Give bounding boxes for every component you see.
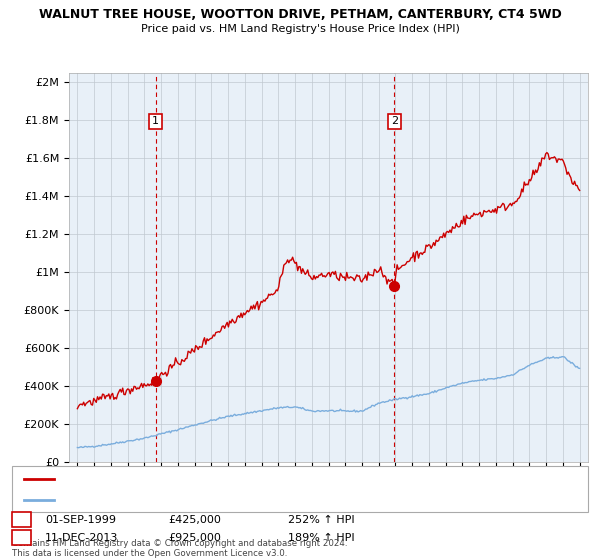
Text: 2: 2	[18, 533, 25, 543]
Text: 01-SEP-1999: 01-SEP-1999	[45, 515, 116, 525]
Text: WALNUT TREE HOUSE, WOOTTON DRIVE, PETHAM, CANTERBURY, CT4 5WD (detached h: WALNUT TREE HOUSE, WOOTTON DRIVE, PETHAM…	[66, 474, 497, 484]
Text: WALNUT TREE HOUSE, WOOTTON DRIVE, PETHAM, CANTERBURY, CT4 5WD: WALNUT TREE HOUSE, WOOTTON DRIVE, PETHAM…	[38, 8, 562, 21]
Text: Contains HM Land Registry data © Crown copyright and database right 2024.
This d: Contains HM Land Registry data © Crown c…	[12, 539, 347, 558]
Text: £925,000: £925,000	[168, 533, 221, 543]
Text: 252% ↑ HPI: 252% ↑ HPI	[288, 515, 355, 525]
Text: HPI: Average price, detached house, Canterbury: HPI: Average price, detached house, Cant…	[66, 494, 302, 505]
Text: Price paid vs. HM Land Registry's House Price Index (HPI): Price paid vs. HM Land Registry's House …	[140, 24, 460, 34]
Text: 1: 1	[152, 116, 159, 127]
Text: 1: 1	[18, 515, 25, 525]
Text: £425,000: £425,000	[168, 515, 221, 525]
Text: 189% ↑ HPI: 189% ↑ HPI	[288, 533, 355, 543]
Text: 2: 2	[391, 116, 398, 127]
Text: 11-DEC-2013: 11-DEC-2013	[45, 533, 118, 543]
